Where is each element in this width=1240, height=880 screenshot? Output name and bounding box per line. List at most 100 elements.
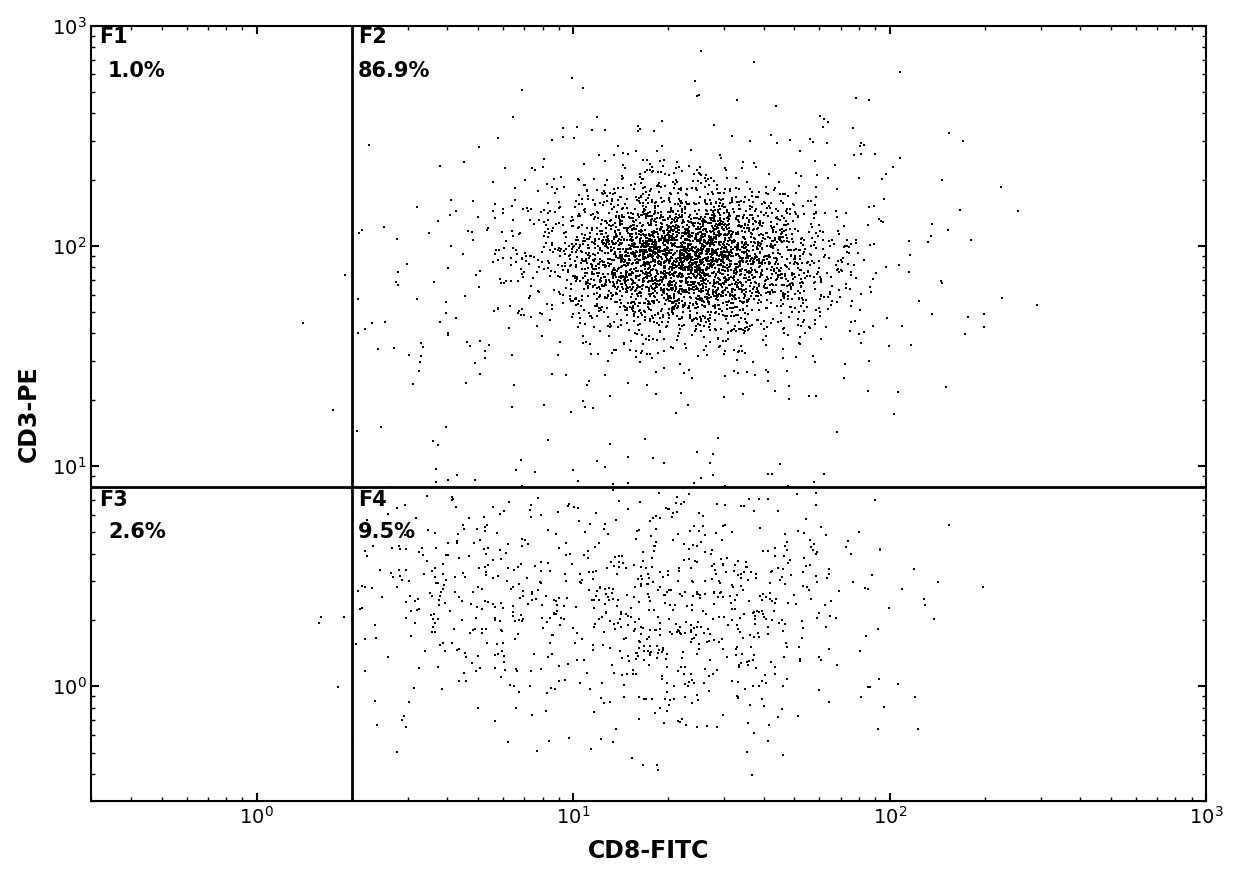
Point <box>702 266 722 280</box>
Point <box>777 260 797 274</box>
Point <box>689 190 709 204</box>
Point <box>820 567 839 581</box>
Point <box>655 259 675 273</box>
Point <box>744 726 764 740</box>
Point <box>797 269 817 283</box>
Point <box>727 181 746 195</box>
Point <box>719 287 739 301</box>
Point <box>459 510 479 524</box>
Point <box>733 251 753 265</box>
Point <box>817 290 837 304</box>
Point <box>707 244 727 258</box>
Point <box>635 268 655 282</box>
Point <box>671 236 691 250</box>
Point <box>424 626 444 640</box>
Point <box>538 524 558 538</box>
Point <box>611 238 631 252</box>
Point <box>356 632 376 646</box>
Point <box>580 226 600 240</box>
Point <box>676 615 696 629</box>
Point <box>579 583 599 597</box>
Point <box>697 272 717 286</box>
Point <box>702 257 722 271</box>
Point <box>660 244 680 258</box>
Point <box>709 228 729 242</box>
Point <box>717 259 737 273</box>
Point <box>715 283 735 297</box>
Point <box>591 227 611 241</box>
Point <box>730 294 750 308</box>
Point <box>1008 204 1028 218</box>
Point <box>608 280 627 294</box>
Point <box>663 307 683 321</box>
Point <box>639 190 658 204</box>
Point <box>463 623 482 637</box>
Point <box>715 227 735 241</box>
Point <box>613 277 632 291</box>
Point <box>652 139 672 153</box>
Point <box>636 239 656 253</box>
Point <box>636 280 656 294</box>
Point <box>706 525 725 539</box>
Point <box>585 298 605 312</box>
Point <box>730 268 750 282</box>
Point <box>707 290 727 304</box>
Point <box>655 260 675 275</box>
Point <box>630 216 650 231</box>
Point <box>773 267 792 281</box>
Point <box>640 188 660 202</box>
Point <box>639 237 658 251</box>
Point <box>661 271 681 285</box>
Point <box>914 591 934 605</box>
Point <box>503 213 523 227</box>
Point <box>565 292 585 306</box>
Point <box>712 254 732 268</box>
Point <box>678 282 698 297</box>
Point <box>677 188 697 202</box>
Point <box>622 299 642 313</box>
Point <box>625 558 645 572</box>
Point <box>636 210 656 224</box>
Point <box>568 272 588 286</box>
Point <box>575 253 595 267</box>
Point <box>702 210 722 224</box>
Point <box>634 234 653 248</box>
Point <box>799 225 818 239</box>
Point <box>672 240 692 254</box>
Point <box>795 266 815 280</box>
Point <box>681 282 701 297</box>
Point <box>676 253 696 267</box>
Point <box>663 268 683 282</box>
Point <box>838 240 858 254</box>
Point <box>750 268 770 282</box>
Point <box>758 249 777 263</box>
Point <box>756 612 776 627</box>
Point <box>668 285 688 299</box>
Point <box>655 291 675 305</box>
Point <box>730 263 750 277</box>
Point <box>668 664 688 678</box>
Point <box>596 214 616 228</box>
Point <box>575 525 595 539</box>
Point <box>720 228 740 242</box>
Point <box>773 289 792 303</box>
Point <box>692 274 712 288</box>
Point <box>671 287 691 301</box>
Point <box>764 262 784 276</box>
Point <box>610 242 630 256</box>
Point <box>657 253 677 267</box>
Point <box>707 720 727 734</box>
Point <box>593 278 613 292</box>
Point <box>733 278 753 292</box>
Point <box>436 296 456 310</box>
Point <box>476 568 496 582</box>
Point <box>660 302 680 316</box>
Point <box>729 344 749 358</box>
Point <box>683 226 703 240</box>
Point <box>709 611 729 625</box>
Point <box>682 261 702 275</box>
Point <box>512 83 532 97</box>
Point <box>629 224 649 238</box>
Point <box>620 232 640 246</box>
Point <box>727 239 746 253</box>
